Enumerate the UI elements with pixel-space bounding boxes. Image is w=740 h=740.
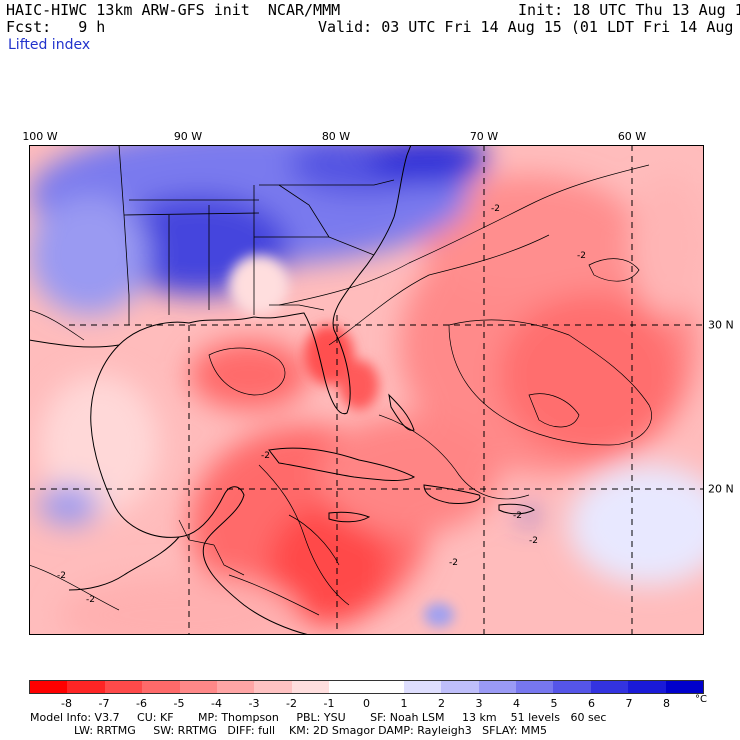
scale-tick-label: -5	[173, 697, 185, 710]
scale-swatch	[254, 681, 292, 693]
model-title: HAIC-HIWC 13km ARW-GFS init NCAR/MMM	[6, 1, 341, 19]
lat-label-20n: 20 N	[708, 482, 734, 496]
scale-tick-label: -1	[323, 697, 335, 710]
scale-swatch	[104, 681, 143, 693]
contours	[29, 164, 652, 616]
contour-label: -2	[449, 558, 458, 568]
contour-labels: -2 -2 -2 -2 -2 -2 -2 -2	[57, 204, 586, 605]
scale-swatch	[553, 681, 591, 693]
lon-label-70w: 70 W	[469, 130, 499, 143]
model-info-line2: LW: RRTMG SW: RRTMG DIFF: full KM: 2D Sm…	[74, 724, 547, 737]
contour-label: -2	[529, 536, 538, 546]
scale-tick-label: 3	[475, 697, 483, 710]
contour-label: -2	[491, 204, 500, 214]
lat-label-30n: 30 N	[708, 318, 734, 332]
contour-label: -2	[86, 595, 95, 605]
coastlines	[29, 145, 535, 635]
field-name: Lifted index	[8, 37, 91, 53]
scale-swatch	[67, 681, 105, 693]
lon-label-100w: 100 W	[22, 130, 58, 143]
contour-label: -2	[57, 571, 66, 581]
scale-swatch	[590, 681, 629, 693]
scale-swatch	[216, 681, 255, 693]
scale-tick-label: -8	[61, 697, 72, 710]
scale-tick-label: -3	[248, 697, 260, 710]
scale-swatch	[478, 681, 517, 693]
map-frame	[29, 145, 704, 635]
scale-swatch	[329, 681, 367, 693]
scale-swatch	[441, 681, 479, 693]
scale-tick-label: 4	[513, 697, 520, 710]
scale-swatch	[366, 681, 404, 693]
scale-tick-label: -7	[98, 697, 110, 710]
lon-label-90w: 90 W	[173, 130, 203, 143]
grid-lines	[29, 145, 704, 635]
scale-unit: °C	[695, 694, 707, 705]
lifted-index-map: -2 -2 -2 -2 -2 -2 -2 -2	[29, 145, 704, 635]
scale-swatch	[30, 681, 68, 693]
contour-label: -2	[513, 511, 522, 521]
scale-tick-label: 0	[363, 697, 370, 710]
scale-tick-label: 6	[588, 697, 595, 710]
contour-label: -2	[261, 451, 270, 461]
fine-shading	[229, 255, 454, 627]
scale-tick-label: -4	[211, 697, 222, 710]
init-time: Init: 18 UTC Thu 13 Aug 15	[518, 1, 740, 19]
lon-label-80w: 80 W	[321, 130, 351, 143]
scale-swatch	[628, 681, 666, 693]
scale-tick-label: 1	[400, 697, 408, 710]
scale-tick-label: -6	[136, 697, 147, 710]
scale-tick-label: 8	[663, 697, 670, 710]
scale-swatch	[179, 681, 217, 693]
state-borders	[118, 145, 395, 325]
model-info-line1: Model Info: V3.7 CU: KF MP: Thompson PBL…	[30, 711, 607, 724]
color-scale-bar	[29, 680, 704, 694]
scale-swatch	[291, 681, 330, 693]
scale-tick-label: -2	[286, 697, 297, 710]
scale-swatch	[516, 681, 554, 693]
scale-swatch	[403, 681, 442, 693]
scale-swatch	[665, 681, 704, 693]
valid-time: Valid: 03 UTC Fri 14 Aug 15 (01 LDT Fri …	[318, 18, 740, 36]
scale-swatch	[142, 681, 180, 693]
forecast-hour: Fcst: 9 h	[6, 18, 106, 36]
scale-tick-label: 5	[550, 697, 558, 710]
contour-label: -2	[577, 251, 586, 261]
scale-tick-label: 7	[625, 697, 633, 710]
lon-label-60w: 60 W	[617, 130, 647, 143]
scale-tick-label: 2	[438, 697, 445, 710]
